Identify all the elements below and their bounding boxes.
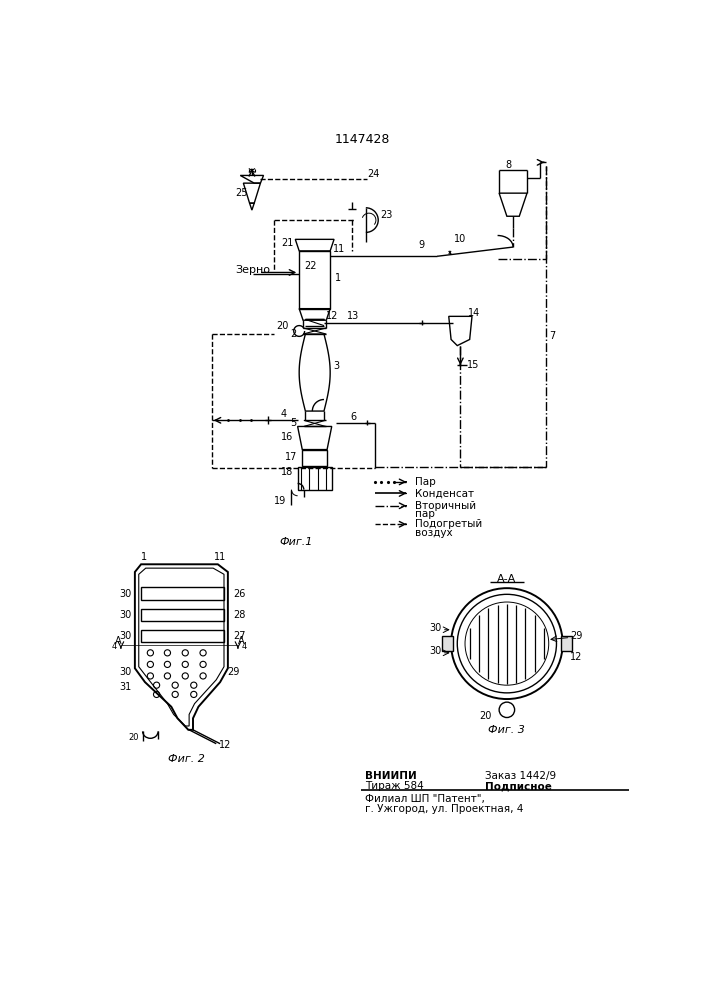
Text: пар: пар — [416, 509, 436, 519]
Text: 6: 6 — [351, 412, 356, 422]
Text: 26: 26 — [233, 589, 245, 599]
Text: 24: 24 — [368, 169, 380, 179]
Text: 30: 30 — [119, 631, 132, 641]
Text: A: A — [115, 636, 121, 646]
Text: 11: 11 — [214, 552, 226, 562]
Text: 15: 15 — [467, 360, 480, 370]
Text: воздух: воздух — [416, 528, 453, 538]
Text: Заказ 1442/9: Заказ 1442/9 — [485, 771, 556, 781]
Text: 8: 8 — [506, 160, 511, 170]
Text: 12: 12 — [325, 311, 338, 321]
Bar — [299, 251, 330, 309]
Text: Фиг. 3: Фиг. 3 — [489, 725, 525, 735]
Text: 20: 20 — [276, 321, 288, 331]
Text: 12: 12 — [571, 652, 583, 662]
Text: 30: 30 — [119, 610, 132, 620]
Text: 20: 20 — [128, 733, 139, 742]
Text: Зерно: Зерно — [235, 265, 271, 275]
Text: 4: 4 — [112, 642, 117, 651]
Text: Вторичный: Вторичный — [416, 501, 477, 511]
Text: 5: 5 — [290, 418, 296, 428]
Text: Тираж 584: Тираж 584 — [365, 781, 423, 791]
Text: Подогретый: Подогретый — [416, 519, 483, 529]
Text: 14: 14 — [468, 308, 481, 318]
Bar — [442, 636, 452, 651]
Bar — [141, 587, 224, 600]
Text: 7: 7 — [549, 331, 555, 341]
Text: 11: 11 — [333, 244, 346, 254]
Text: ВНИИПИ: ВНИИПИ — [365, 771, 417, 781]
Bar — [141, 630, 224, 642]
Text: 1147428: 1147428 — [334, 133, 390, 146]
Text: 25: 25 — [235, 188, 248, 198]
Text: 20: 20 — [479, 711, 491, 721]
Text: A: A — [238, 636, 245, 646]
Text: 17: 17 — [285, 452, 298, 462]
Text: А-А: А-А — [497, 574, 517, 584]
Text: 3: 3 — [333, 361, 339, 371]
Text: 27: 27 — [233, 631, 246, 641]
Text: 31: 31 — [119, 682, 132, 692]
Text: 21: 21 — [281, 238, 293, 248]
Text: 30: 30 — [429, 646, 442, 656]
Bar — [298, 466, 332, 490]
Text: 13: 13 — [347, 311, 360, 321]
Text: 29: 29 — [571, 631, 583, 641]
Text: 30: 30 — [429, 623, 442, 633]
Text: Фиг.1: Фиг.1 — [279, 537, 312, 547]
Text: 12: 12 — [219, 740, 232, 750]
Text: Подписное: Подписное — [485, 781, 552, 791]
Text: 1: 1 — [335, 273, 341, 283]
Text: Фиг. 2: Фиг. 2 — [168, 754, 205, 764]
Text: 28: 28 — [233, 610, 245, 620]
Text: 4: 4 — [281, 409, 287, 419]
Text: 23: 23 — [380, 210, 393, 220]
Text: 2: 2 — [290, 329, 296, 339]
Text: Конденсат: Конденсат — [416, 488, 474, 498]
Text: 30: 30 — [119, 667, 132, 677]
Text: 16: 16 — [281, 432, 293, 442]
Text: 4: 4 — [242, 642, 247, 651]
Bar — [141, 609, 224, 621]
Text: 18: 18 — [281, 467, 293, 477]
Text: 9: 9 — [419, 240, 425, 250]
Text: Филиал ШП "Патент",: Филиал ШП "Патент", — [365, 794, 485, 804]
Text: 1: 1 — [141, 552, 147, 562]
Bar — [561, 636, 572, 651]
Text: 22: 22 — [305, 261, 317, 271]
Text: Пар: Пар — [416, 477, 436, 487]
Text: 29: 29 — [227, 667, 240, 677]
Text: 19: 19 — [274, 496, 286, 506]
Bar — [303, 450, 327, 466]
Text: 10: 10 — [455, 234, 467, 244]
Text: 30: 30 — [119, 589, 132, 599]
Text: г. Ужгород, ул. Проектная, 4: г. Ужгород, ул. Проектная, 4 — [365, 804, 523, 814]
